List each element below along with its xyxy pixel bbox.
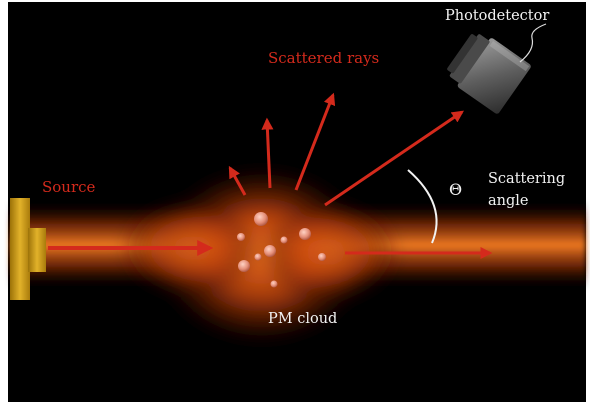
particle xyxy=(318,253,326,261)
particle xyxy=(264,245,276,257)
particle xyxy=(237,233,245,241)
scattering-angle-arc xyxy=(407,169,438,244)
scattered-rays-label: Scattered rays xyxy=(268,49,379,67)
scattered-ray-arrow xyxy=(261,117,274,189)
scattered-ray-arrow xyxy=(324,110,464,207)
source-block xyxy=(10,198,46,300)
source-label: Source xyxy=(42,178,96,196)
scattered-rays xyxy=(228,92,464,207)
scattered-ray-arrow xyxy=(228,165,247,196)
scattering-angle-label-line1: Scattering xyxy=(488,171,565,187)
theta-symbol: Θ xyxy=(449,180,462,199)
particle xyxy=(254,212,268,226)
photodetector-pointer-line xyxy=(519,23,547,63)
pm-particles xyxy=(237,212,326,288)
pm-cloud-glow xyxy=(120,163,400,347)
scattering-angle-label-line2: angle xyxy=(488,193,528,209)
particle xyxy=(238,260,250,272)
particle xyxy=(299,228,311,240)
scattered-ray-arrow xyxy=(294,92,336,191)
photodetector-label: Photodetector xyxy=(445,8,549,24)
particle xyxy=(270,280,278,288)
photodetector-device xyxy=(447,34,531,114)
pm-cloud-label: PM cloud xyxy=(268,311,337,327)
particle xyxy=(254,253,262,261)
particle xyxy=(280,236,288,244)
